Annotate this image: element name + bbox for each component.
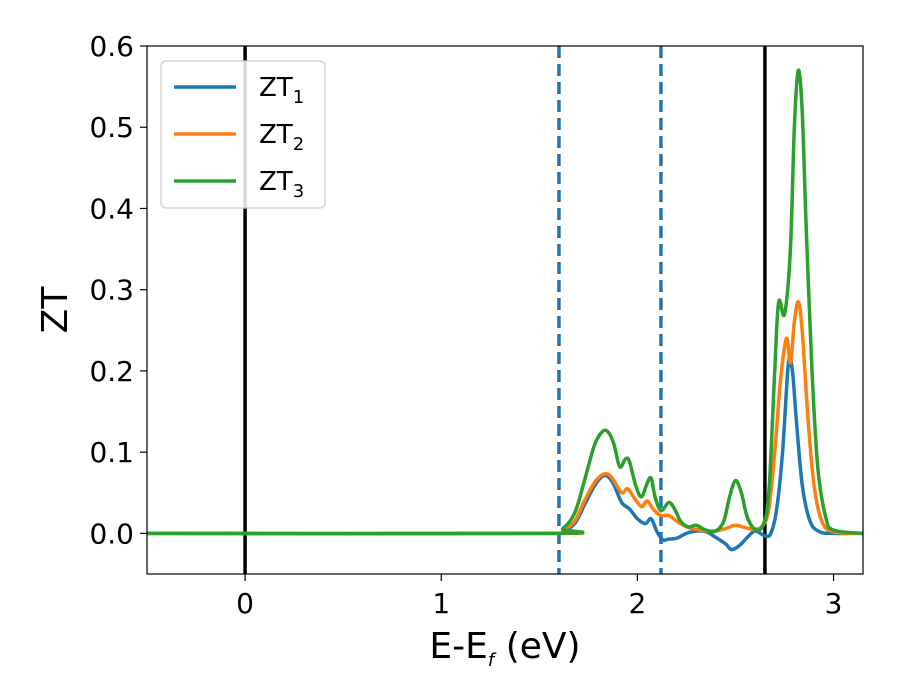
series-line-3 bbox=[147, 68, 863, 536]
x-tick-label-0: 0 bbox=[236, 587, 254, 620]
y-tick-label-5: 0.5 bbox=[89, 111, 134, 144]
series-lines bbox=[147, 68, 863, 552]
legend-box bbox=[160, 60, 326, 209]
x-tick-label-1: 1 bbox=[432, 587, 450, 620]
plot-frame bbox=[146, 45, 864, 575]
legend-label-1: ZT1 bbox=[259, 73, 304, 108]
legend: ZT1 ZT2 ZT3 bbox=[160, 60, 326, 209]
series-line-2 bbox=[147, 300, 863, 536]
x-tick-label-3: 3 bbox=[825, 587, 843, 620]
y-tick-label-4: 0.4 bbox=[89, 192, 134, 225]
y-tick-label-2: 0.2 bbox=[89, 355, 134, 388]
y-axis-label: ZT bbox=[35, 286, 76, 334]
legend-label-3: ZT3 bbox=[259, 167, 304, 202]
x-tick-label-2: 2 bbox=[628, 587, 646, 620]
x-axis-ticks: 0 1 2 3 bbox=[236, 574, 842, 620]
y-tick-label-6: 0.6 bbox=[89, 30, 134, 63]
legend-label-2: ZT2 bbox=[259, 120, 304, 155]
y-axis-ticks: 0.0 0.1 0.2 0.3 0.4 0.5 0.6 bbox=[89, 30, 147, 550]
y-tick-label-0: 0.0 bbox=[89, 517, 134, 550]
x-axis-label: E-Ef (eV) bbox=[429, 626, 580, 671]
y-tick-label-1: 0.1 bbox=[89, 436, 134, 469]
y-tick-label-3: 0.3 bbox=[89, 274, 134, 307]
